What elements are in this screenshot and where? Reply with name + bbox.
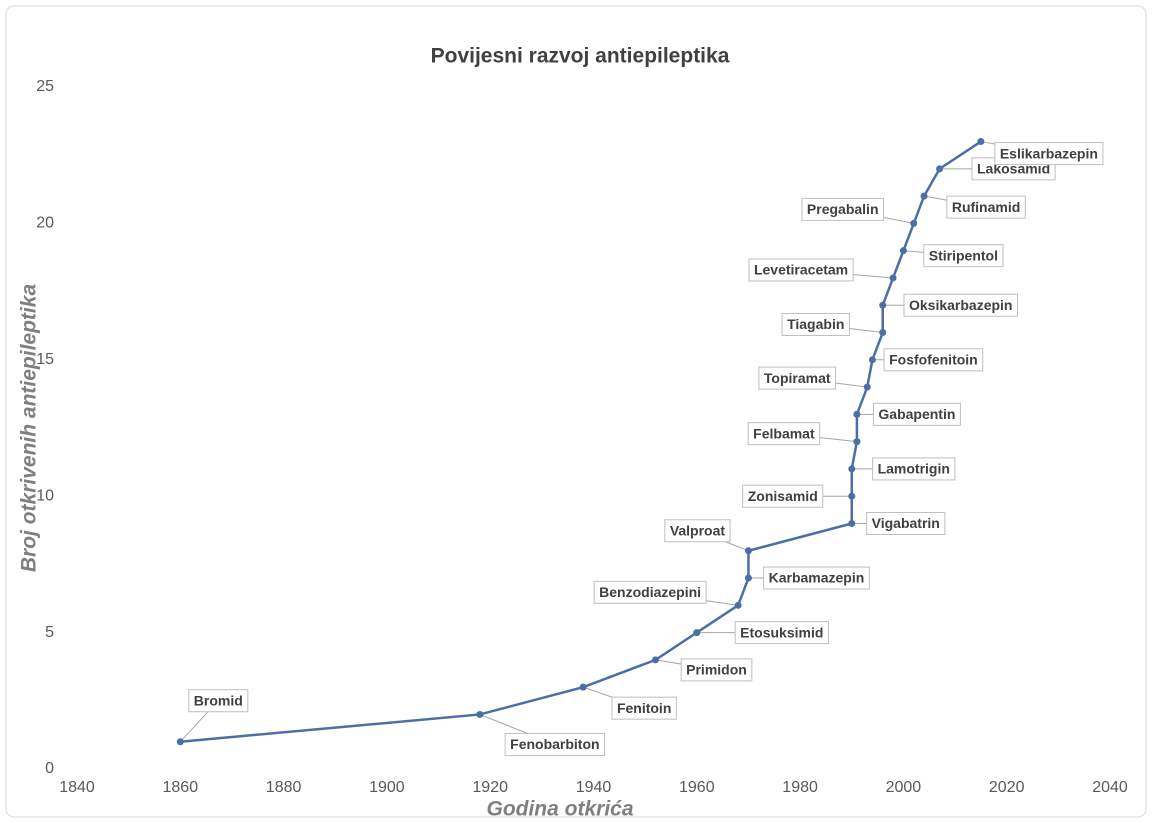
data-point bbox=[848, 465, 856, 473]
data-point bbox=[899, 247, 907, 255]
x-tick-label: 2020 bbox=[989, 779, 1025, 796]
data-point bbox=[879, 301, 887, 309]
chart-title: Povijesni razvoj antiepileptika bbox=[431, 45, 730, 68]
label-box bbox=[994, 142, 1104, 166]
data-point bbox=[977, 138, 985, 146]
data-point bbox=[744, 547, 752, 555]
data-point bbox=[734, 601, 742, 609]
point-label: Oksikarbazepin bbox=[909, 297, 1013, 313]
data-point bbox=[476, 710, 484, 718]
label-box bbox=[742, 484, 824, 508]
y-tick-label: 0 bbox=[45, 760, 54, 777]
label-box bbox=[734, 621, 829, 645]
data-point bbox=[936, 165, 944, 173]
point-label: Pregabalin bbox=[807, 201, 879, 217]
data-point bbox=[176, 738, 184, 746]
chart-frame bbox=[5, 5, 1147, 818]
label-box bbox=[872, 402, 961, 426]
label-box bbox=[923, 244, 1004, 268]
label-box bbox=[664, 519, 731, 543]
point-label: Stiripentol bbox=[929, 247, 998, 263]
label-box bbox=[504, 732, 606, 756]
y-tick-label: 5 bbox=[45, 624, 54, 641]
data-point bbox=[853, 438, 861, 446]
point-label: Fenobarbiton bbox=[510, 736, 599, 752]
label-box bbox=[866, 511, 946, 535]
point-label: Lamotrigin bbox=[878, 461, 950, 477]
x-tick-label: 1860 bbox=[163, 779, 199, 796]
point-label: Tiagabin bbox=[787, 316, 844, 332]
x-tick-label: 1900 bbox=[369, 779, 405, 796]
x-tick-label: 1840 bbox=[59, 779, 95, 796]
x-tick-label: 1960 bbox=[679, 779, 715, 796]
y-tick-label: 15 bbox=[36, 351, 54, 368]
label-box bbox=[748, 258, 854, 282]
label-box bbox=[758, 366, 837, 390]
label-box bbox=[946, 195, 1026, 219]
label-box bbox=[872, 457, 956, 481]
data-point bbox=[889, 274, 897, 282]
point-label: Primidon bbox=[686, 662, 747, 678]
data-point bbox=[853, 410, 861, 418]
data-point bbox=[868, 356, 876, 364]
label-box bbox=[763, 566, 870, 590]
data-point bbox=[863, 383, 871, 391]
point-label: Karbamazepin bbox=[769, 570, 865, 586]
label-box bbox=[903, 293, 1018, 317]
data-point bbox=[579, 683, 587, 691]
x-tick-label: 2040 bbox=[1092, 779, 1128, 796]
data-point bbox=[910, 219, 918, 227]
y-tick-label: 10 bbox=[36, 487, 54, 504]
x-tick-label: 2000 bbox=[886, 779, 922, 796]
y-tick-label: 25 bbox=[36, 78, 54, 95]
point-label: Zonisamid bbox=[748, 488, 818, 504]
x-axis-title: Godina otkrića bbox=[486, 798, 633, 821]
x-tick-label: 1980 bbox=[782, 779, 818, 796]
data-point bbox=[744, 574, 752, 582]
point-label: Bromid bbox=[194, 692, 243, 708]
point-label: Felbamat bbox=[753, 425, 815, 441]
data-point bbox=[879, 329, 887, 337]
point-label: Rufinamid bbox=[952, 199, 1020, 215]
point-label: Vigabatrin bbox=[872, 515, 940, 531]
label-box bbox=[747, 422, 821, 446]
label-box bbox=[680, 658, 753, 682]
data-point bbox=[693, 629, 701, 637]
y-tick-label: 20 bbox=[36, 215, 54, 232]
data-point bbox=[920, 192, 928, 200]
label-box bbox=[593, 580, 707, 604]
x-tick-label: 1940 bbox=[576, 779, 612, 796]
data-point bbox=[848, 519, 856, 527]
label-box bbox=[781, 313, 850, 337]
point-label: Etosuksimid bbox=[740, 624, 823, 640]
y-axis-title: Broj otkrivenih antiepileptika bbox=[18, 284, 41, 573]
point-label: Benzodiazepini bbox=[599, 584, 701, 600]
point-label: Valproat bbox=[670, 522, 726, 538]
label-box bbox=[801, 197, 885, 221]
x-tick-label: 1920 bbox=[472, 779, 508, 796]
data-point bbox=[651, 656, 659, 664]
x-tick-label: 1880 bbox=[266, 779, 302, 796]
label-box bbox=[883, 348, 984, 372]
point-label: Fosfofenitoin bbox=[889, 352, 978, 368]
point-label: Gabapentin bbox=[878, 406, 955, 422]
label-box bbox=[188, 689, 249, 713]
label-box bbox=[611, 696, 677, 720]
point-label: Topiramat bbox=[764, 370, 831, 386]
data-point bbox=[848, 492, 856, 500]
point-label: Levetiracetam bbox=[754, 262, 848, 278]
point-label: Eslikarbazepin bbox=[1000, 145, 1098, 161]
point-label: Fenitoin bbox=[617, 700, 671, 716]
